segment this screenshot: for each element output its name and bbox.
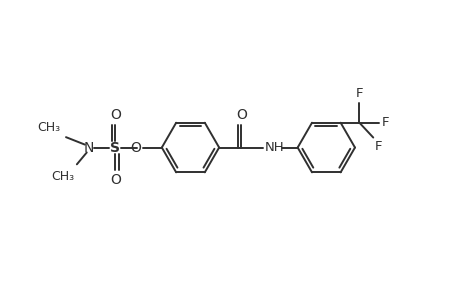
Text: S: S <box>110 140 120 154</box>
Text: F: F <box>375 140 382 152</box>
Text: N: N <box>84 140 94 154</box>
Text: O: O <box>235 108 246 122</box>
Text: CH₃: CH₃ <box>37 121 61 134</box>
Text: O: O <box>110 108 121 122</box>
Text: NH: NH <box>264 141 284 154</box>
Text: F: F <box>355 88 362 100</box>
Text: O: O <box>130 140 141 154</box>
Text: F: F <box>381 116 388 129</box>
Text: CH₃: CH₃ <box>50 170 74 183</box>
Text: O: O <box>110 173 121 187</box>
